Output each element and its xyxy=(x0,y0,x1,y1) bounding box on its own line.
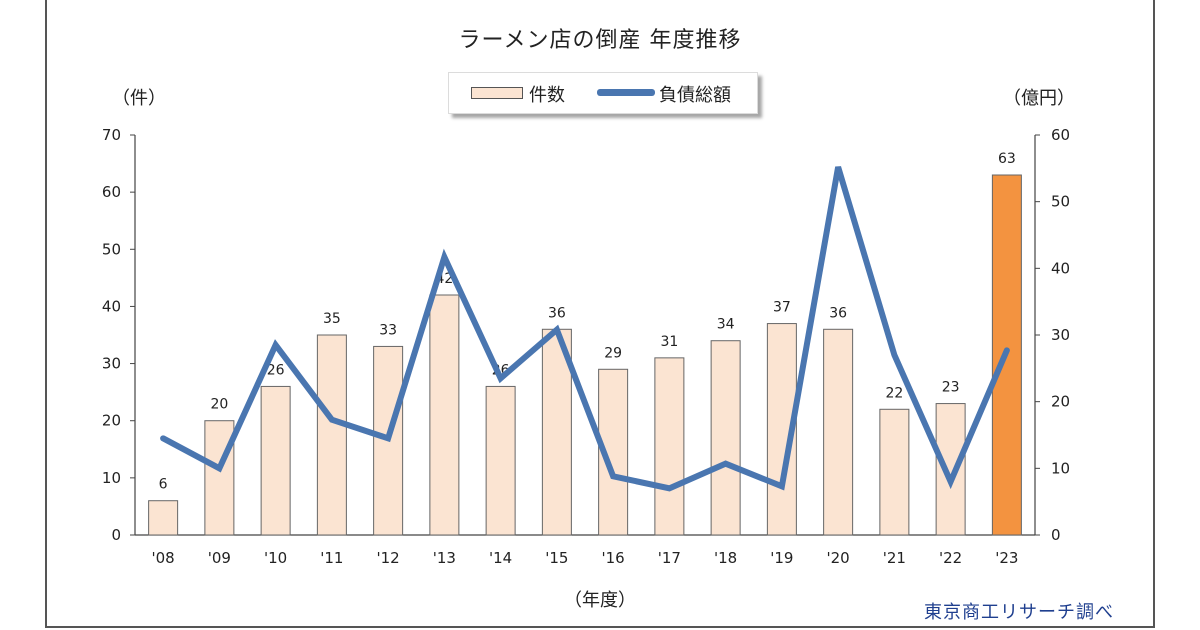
left-tick-label: 40 xyxy=(102,297,121,315)
x-tick-label: '15 xyxy=(545,549,568,567)
source-credit: 東京商工リサーチ調べ xyxy=(924,602,1114,623)
legend-bar-swatch xyxy=(471,87,523,99)
left-tick-label: 20 xyxy=(102,412,121,430)
x-tick-label: '08 xyxy=(152,549,175,567)
legend-label-count: 件数 xyxy=(529,85,565,106)
right-tick-label: 40 xyxy=(1051,259,1070,277)
chart-title: ラーメン店の倒産 年度推移 xyxy=(458,28,742,53)
bar xyxy=(823,328,854,536)
left-tick-label: 10 xyxy=(102,469,121,487)
bar xyxy=(260,385,291,536)
x-tick-label: '09 xyxy=(208,549,231,567)
left-tick-label: 50 xyxy=(102,240,121,258)
bar-value-label: 36 xyxy=(829,305,847,321)
x-tick-label: '13 xyxy=(433,549,456,567)
bar xyxy=(710,340,741,536)
x-tick-label: '21 xyxy=(883,549,906,567)
right-tick-label: 0 xyxy=(1051,526,1061,544)
bar-value-label: 63 xyxy=(998,151,1016,167)
bar-value-label: 36 xyxy=(548,305,566,321)
bar xyxy=(148,500,179,536)
bar xyxy=(935,403,966,536)
bar xyxy=(429,294,460,536)
right-tick-label: 30 xyxy=(1051,326,1070,344)
bar-value-label: 29 xyxy=(604,345,622,361)
x-tick-label: '14 xyxy=(489,549,512,567)
x-tick-label: '18 xyxy=(714,549,737,567)
bar-value-label: 37 xyxy=(773,300,791,316)
legend-line-swatch xyxy=(597,89,655,96)
bar-value-label: 31 xyxy=(660,334,678,350)
left-tick-label: 60 xyxy=(102,183,121,201)
bar-value-label: 34 xyxy=(717,317,735,333)
right-tick-label: 20 xyxy=(1051,393,1070,411)
legend: 件数 負債総額 xyxy=(448,72,758,114)
bar-value-label: 35 xyxy=(323,311,341,327)
bar xyxy=(879,408,910,536)
left-axis-unit: （件） xyxy=(112,88,166,109)
right-axis-unit: （億円） xyxy=(1003,88,1075,109)
x-tick-label: '11 xyxy=(320,549,343,567)
x-tick-label: '23 xyxy=(995,549,1018,567)
debt-line xyxy=(160,166,1010,492)
bar xyxy=(541,328,572,536)
x-tick-label: '10 xyxy=(264,549,287,567)
bar xyxy=(204,420,235,536)
bar xyxy=(654,357,685,536)
bar-value-label: 23 xyxy=(942,380,960,396)
bar-value-label: 26 xyxy=(267,362,285,378)
x-tick-label: '17 xyxy=(658,549,681,567)
bar-value-label: 22 xyxy=(885,385,903,401)
right-tick-label: 10 xyxy=(1051,459,1070,477)
bar xyxy=(316,334,347,536)
x-axis-label: （年度） xyxy=(564,590,636,611)
bar-value-label: 6 xyxy=(159,477,168,493)
left-tick-label: 70 xyxy=(102,126,121,144)
bar xyxy=(485,385,516,536)
x-tick-label: '22 xyxy=(939,549,962,567)
x-tick-label: '20 xyxy=(827,549,850,567)
right-tick-label: 60 xyxy=(1051,126,1070,144)
bar-value-label: 20 xyxy=(210,397,228,413)
x-tick-label: '19 xyxy=(770,549,793,567)
left-tick-label: 0 xyxy=(111,526,121,544)
bar xyxy=(373,345,404,536)
x-tick-label: '12 xyxy=(377,549,400,567)
legend-label-debt: 負債総額 xyxy=(659,85,731,106)
x-tick-label: '16 xyxy=(602,549,625,567)
bar-value-label: 33 xyxy=(379,322,397,338)
left-tick-label: 30 xyxy=(102,355,121,373)
right-tick-label: 50 xyxy=(1051,193,1070,211)
